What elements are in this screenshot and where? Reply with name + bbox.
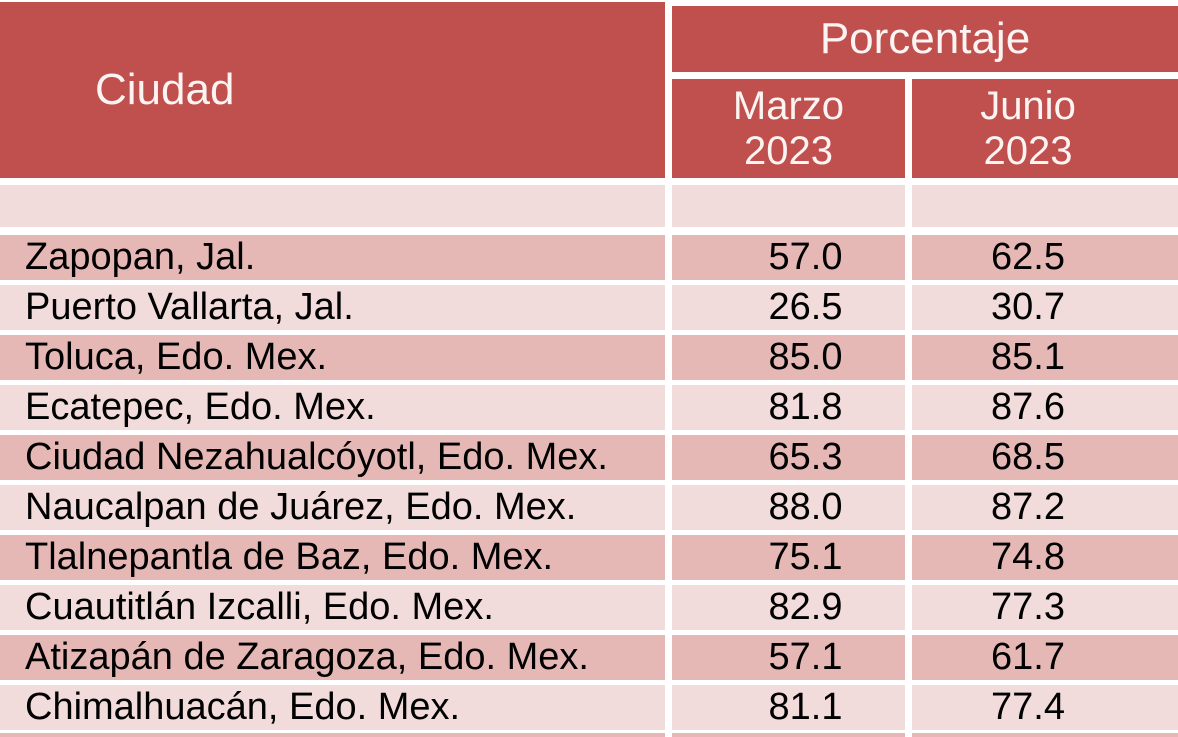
- june-value: 77.3: [991, 586, 1065, 628]
- march-value: 57.0: [768, 236, 843, 278]
- city-name: Atizapán de Zaragoza, Edo. Mex.: [25, 636, 589, 678]
- june-value-cell: 77.3: [912, 585, 1178, 630]
- header-cell-march-2023: Marzo 2023: [672, 79, 905, 178]
- city-name: Naucalpan de Juárez, Edo. Mex.: [25, 486, 577, 528]
- city-name: Puerto Vallarta, Jal.: [25, 286, 354, 328]
- june-value-cell: 30.7: [912, 285, 1178, 330]
- june-value-cell: 74.8: [912, 535, 1178, 580]
- march-value: 88.0: [768, 486, 843, 528]
- city-name: Cuautitlán Izcalli, Edo. Mex.: [25, 586, 494, 628]
- city-cell: Ecatepec, Edo. Mex.: [0, 385, 665, 430]
- march-value-cell: 26.5: [672, 285, 905, 330]
- spacer-row: [0, 185, 1178, 227]
- june-label: Junio: [980, 83, 1076, 128]
- june-value-cell: 87.6: [912, 385, 1178, 430]
- city-cell: Puerto Vallarta, Jal.: [0, 285, 665, 330]
- table-row: Tlalnepantla de Baz, Edo. Mex. 75.1 74.8: [0, 535, 1178, 580]
- partial-march-cell: [672, 733, 905, 737]
- spacer-june-cell: [912, 185, 1178, 227]
- june-value: 61.7: [991, 636, 1065, 678]
- march-value-cell: 81.8: [672, 385, 905, 430]
- march-value-cell: 75.1: [672, 535, 905, 580]
- march-value-cell: 82.9: [672, 585, 905, 630]
- header-cell-june-2023: Junio 2023: [912, 79, 1178, 178]
- june-value-cell: 85.1: [912, 335, 1178, 380]
- table-row: Naucalpan de Juárez, Edo. Mex. 88.0 87.2: [0, 485, 1178, 530]
- march-year-label: 2023: [744, 128, 833, 173]
- percentage-header-label: Porcentaje: [819, 14, 1031, 63]
- header-cell-percentage: Porcentaje: [672, 6, 1178, 72]
- city-cell: Zapopan, Jal.: [0, 235, 665, 280]
- march-value: 75.1: [768, 536, 843, 578]
- june-value-cell: 87.2: [912, 485, 1178, 530]
- partial-row: [0, 733, 1178, 737]
- march-value: 82.9: [768, 586, 843, 628]
- june-value: 77.4: [991, 686, 1065, 728]
- june-value: 74.8: [991, 536, 1065, 578]
- june-value: 87.6: [991, 386, 1065, 428]
- city-cell: Naucalpan de Juárez, Edo. Mex.: [0, 485, 665, 530]
- city-cell: Tlalnepantla de Baz, Edo. Mex.: [0, 535, 665, 580]
- june-value: 85.1: [991, 336, 1065, 378]
- march-value: 26.5: [768, 286, 843, 328]
- city-cell: Toluca, Edo. Mex.: [0, 335, 665, 380]
- table-row: Atizapán de Zaragoza, Edo. Mex. 57.1 61.…: [0, 635, 1178, 680]
- city-name: Ecatepec, Edo. Mex.: [25, 386, 376, 428]
- june-value-cell: 62.5: [912, 235, 1178, 280]
- table-row: Ecatepec, Edo. Mex. 81.8 87.6: [0, 385, 1178, 430]
- march-value: 81.1: [768, 686, 843, 728]
- city-name: Zapopan, Jal.: [25, 236, 256, 278]
- table-row: Toluca, Edo. Mex. 85.0 85.1: [0, 335, 1178, 380]
- june-value-cell: 77.4: [912, 685, 1178, 730]
- march-value: 81.8: [768, 386, 843, 428]
- march-label: Marzo: [732, 83, 845, 128]
- city-name: Chimalhuacán, Edo. Mex.: [25, 686, 461, 728]
- june-value-cell: 61.7: [912, 635, 1178, 680]
- march-value-cell: 88.0: [672, 485, 905, 530]
- march-value-cell: 81.1: [672, 685, 905, 730]
- june-value: 62.5: [991, 236, 1065, 278]
- march-value: 85.0: [768, 336, 843, 378]
- partial-june-cell: [912, 733, 1178, 737]
- june-value: 30.7: [991, 286, 1065, 328]
- june-value: 87.2: [991, 486, 1065, 528]
- table-row: Puerto Vallarta, Jal. 26.5 30.7: [0, 285, 1178, 330]
- march-value-cell: 57.0: [672, 235, 905, 280]
- city-cell: Chimalhuacán, Edo. Mex.: [0, 685, 665, 730]
- city-cell: Ciudad Nezahualcóyotl, Edo. Mex.: [0, 435, 665, 480]
- spacer-march-cell: [672, 185, 905, 227]
- march-value-cell: 65.3: [672, 435, 905, 480]
- city-header-label: Ciudad: [95, 65, 235, 114]
- march-value: 57.1: [768, 636, 843, 678]
- table-row: Zapopan, Jal. 57.0 62.5: [0, 235, 1178, 280]
- city-cell: Atizapán de Zaragoza, Edo. Mex.: [0, 635, 665, 680]
- header-cell-city: Ciudad: [0, 2, 665, 178]
- spacer-city-cell: [0, 185, 665, 227]
- table-row: Chimalhuacán, Edo. Mex. 81.1 77.4: [0, 685, 1178, 730]
- city-name: Ciudad Nezahualcóyotl, Edo. Mex.: [25, 436, 608, 478]
- march-value-cell: 85.0: [672, 335, 905, 380]
- june-value-cell: 68.5: [912, 435, 1178, 480]
- city-name: Tlalnepantla de Baz, Edo. Mex.: [25, 536, 554, 578]
- partial-city-cell: [0, 733, 665, 737]
- june-year-label: 2023: [983, 128, 1073, 173]
- june-value: 68.5: [991, 436, 1065, 478]
- march-value-cell: 57.1: [672, 635, 905, 680]
- table-row: Ciudad Nezahualcóyotl, Edo. Mex. 65.3 68…: [0, 435, 1178, 480]
- march-value: 65.3: [768, 436, 843, 478]
- city-name: Toluca, Edo. Mex.: [25, 336, 328, 378]
- city-cell: Cuautitlán Izcalli, Edo. Mex.: [0, 585, 665, 630]
- table-row: Cuautitlán Izcalli, Edo. Mex. 82.9 77.3: [0, 585, 1178, 630]
